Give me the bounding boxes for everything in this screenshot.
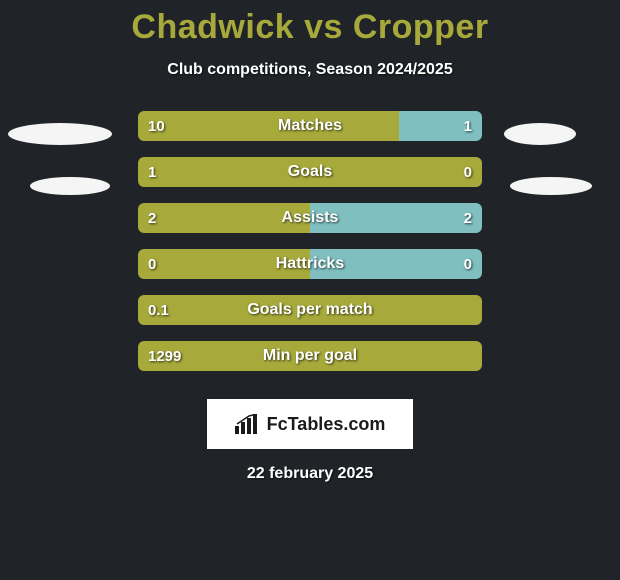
stat-row: 00Hattricks (138, 249, 482, 279)
bar-segment-left (138, 249, 310, 279)
stat-value-left: 0 (148, 249, 156, 279)
stat-value-right: 1 (464, 111, 472, 141)
bar-segment-right (310, 203, 482, 233)
stat-value-right: 0 (464, 249, 472, 279)
comparison-widget: Chadwick vs Cropper Club competitions, S… (0, 0, 620, 483)
stat-value-left: 1299 (148, 341, 181, 371)
player-right-photo-1 (504, 123, 576, 145)
stat-value-left: 0.1 (148, 295, 169, 325)
player-right-photo-2 (510, 177, 592, 195)
bar-segment-left (138, 341, 482, 371)
bar-list: 101Matches10Goals22Assists00Hattricks0.1… (138, 111, 482, 387)
stat-row: 101Matches (138, 111, 482, 141)
stat-value-right: 0 (464, 157, 472, 187)
bar-segment-left (138, 203, 310, 233)
player-left-photo-2 (30, 177, 110, 195)
chart-area: 101Matches10Goals22Assists00Hattricks0.1… (0, 111, 620, 391)
page-title: Chadwick vs Cropper (0, 8, 620, 47)
stat-value-left: 2 (148, 203, 156, 233)
stat-row: 10Goals (138, 157, 482, 187)
bar-segment-right (310, 249, 482, 279)
bar-segment-left (138, 111, 399, 141)
footer-date: 22 february 2025 (0, 465, 620, 483)
chart-icon (235, 414, 261, 434)
subtitle: Club competitions, Season 2024/2025 (0, 61, 620, 79)
fctables-logo[interactable]: FcTables.com (207, 399, 413, 449)
logo-text: FcTables.com (267, 414, 386, 435)
bar-segment-left (138, 295, 482, 325)
stat-value-right: 2 (464, 203, 472, 233)
stat-row: 1299Min per goal (138, 341, 482, 371)
stat-value-left: 10 (148, 111, 165, 141)
stat-value-left: 1 (148, 157, 156, 187)
stat-row: 0.1Goals per match (138, 295, 482, 325)
bar-segment-left (138, 157, 482, 187)
stat-row: 22Assists (138, 203, 482, 233)
player-left-photo-1 (8, 123, 112, 145)
